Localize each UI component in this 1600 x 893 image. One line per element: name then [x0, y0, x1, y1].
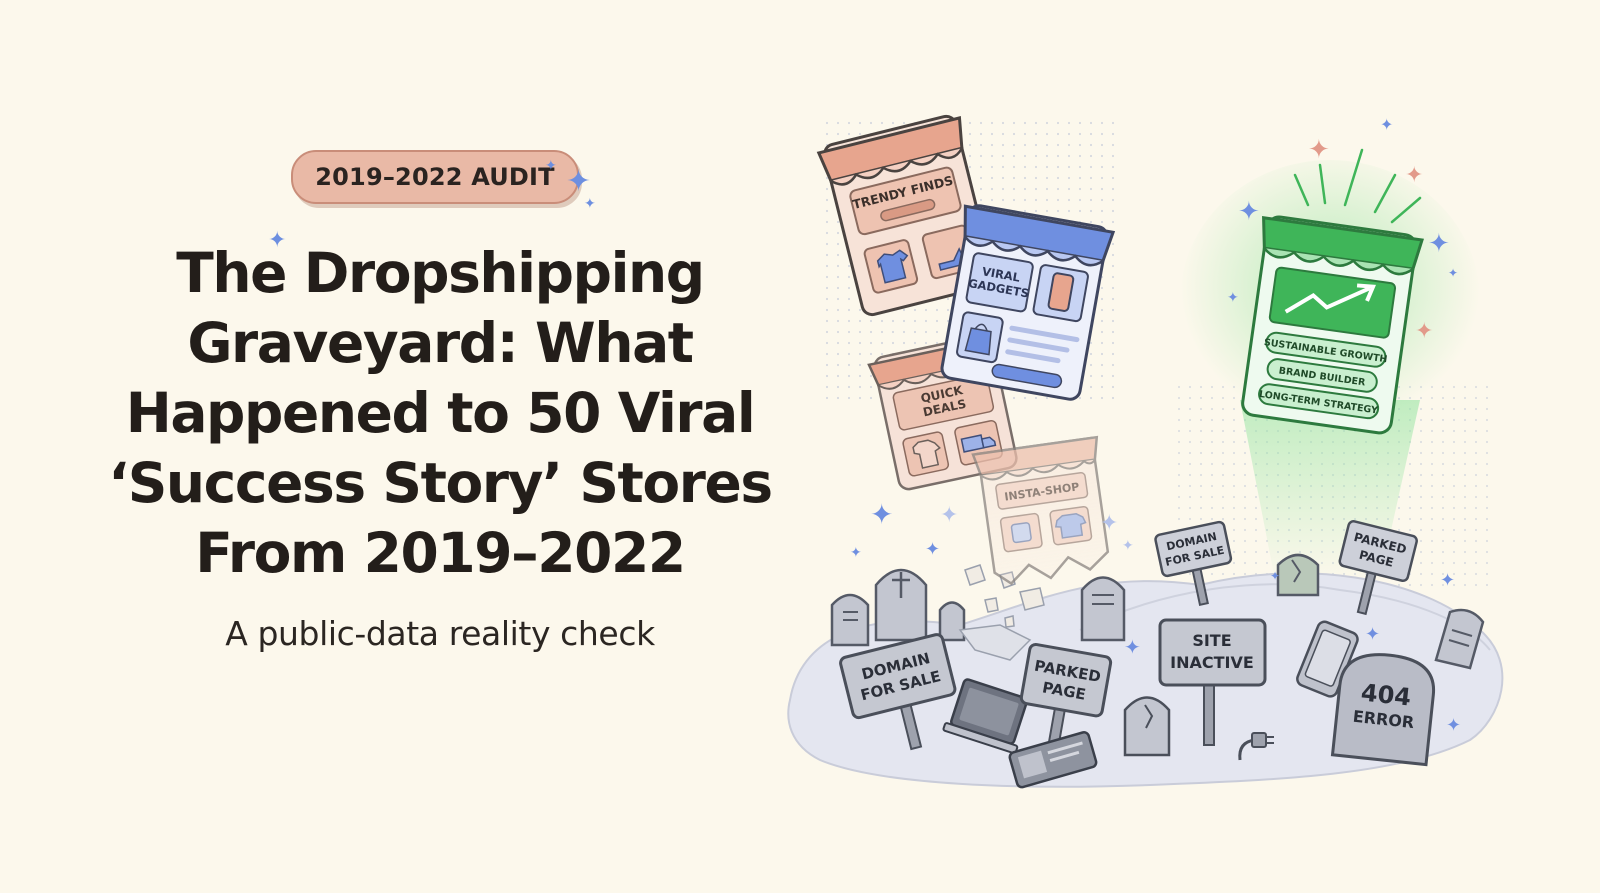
page-title: The Dropshipping Graveyard: What Happene… — [40, 238, 840, 588]
broken-laptop — [942, 678, 1029, 755]
bag-icon — [964, 327, 992, 356]
subtitle: A public-data reality check — [225, 614, 655, 653]
title-line-1: The Dropshipping — [176, 241, 705, 305]
svg-text:✦: ✦ — [1380, 115, 1393, 134]
error-code: 404 — [1360, 679, 1413, 712]
sign-domain-for-sale-top: DOMAIN FOR SALE — [1154, 520, 1233, 606]
title-line-3: Happened to 50 Viral — [125, 381, 756, 445]
sparkle-icon: ✦ ✦ ✦ ✦ ✦ ✦ ✦ ✦ ✦ ✦ ✦ ✦ ✦ ✦ ✦ ✦ ✦ ✦ ✦ — [850, 115, 1461, 736]
svg-text:✦: ✦ — [940, 503, 958, 528]
sparkle-icon: ✦ — [566, 164, 592, 199]
svg-text:✦: ✦ — [1122, 538, 1134, 554]
sign-parked-page-right: PARKED PAGE — [1338, 520, 1418, 616]
svg-text:✦: ✦ — [1227, 290, 1239, 306]
tombstone — [1080, 576, 1126, 642]
svg-text:✦: ✦ — [1270, 569, 1280, 583]
svg-text:✦: ✦ — [870, 498, 893, 531]
store-card-insta-shop: INSTA-SHOP — [971, 435, 1110, 586]
sparkle-icon: ✦ — [545, 158, 557, 174]
svg-text:✦: ✦ — [1448, 266, 1458, 280]
svg-text:✦: ✦ — [850, 545, 862, 561]
title-line-4: ‘Success Story’ Stores — [108, 451, 773, 515]
unplugged-cable-icon — [1238, 732, 1274, 761]
store-label: VIRAL — [981, 264, 1022, 285]
phone-icon — [1047, 272, 1075, 312]
audit-badge: 2019–2022 AUDIT — [291, 150, 579, 204]
tombstone-cracked — [1276, 553, 1320, 597]
svg-text:✦: ✦ — [1446, 715, 1461, 736]
svg-text:✦: ✦ — [1415, 319, 1433, 344]
svg-text:✦: ✦ — [1365, 624, 1380, 645]
svg-text:✦: ✦ — [1100, 511, 1118, 536]
tombstone — [1434, 608, 1485, 670]
title-line-2: Graveyard: What — [187, 311, 694, 375]
store-card-success: SUSTAINABLE GROWTH BRAND BUILDER LONG-TE… — [1241, 215, 1424, 435]
svg-text:✦: ✦ — [1405, 163, 1423, 188]
growth-arrow-icon — [1284, 286, 1371, 314]
sparkle-icon: ✦ — [584, 196, 596, 212]
tombstone-404-error: 404 ERROR — [1330, 653, 1436, 767]
sign-site-inactive: SITE INACTIVE — [1158, 618, 1267, 746]
tombstone-cracked — [1123, 696, 1171, 757]
tombstone — [830, 593, 870, 647]
crumbling-fragments — [958, 564, 1045, 661]
sign-text: INACTIVE — [1170, 653, 1254, 672]
headline-block: 2019–2022 AUDIT The Dropshipping Graveya… — [40, 150, 840, 653]
sign-domain-for-sale-left: DOMAIN FOR SALE — [839, 633, 957, 751]
svg-text:✦: ✦ — [1440, 570, 1455, 591]
svg-text:✦: ✦ — [1124, 635, 1141, 659]
celebration-rays — [1293, 148, 1422, 224]
sign-parked-page-left: PARKED PAGE — [1019, 642, 1113, 751]
svg-text:✦: ✦ — [925, 539, 940, 560]
sparkle-icon: ✦ — [268, 228, 287, 253]
tshirt-icon — [1054, 513, 1087, 539]
bag-icon — [1010, 522, 1032, 544]
tshirt-icon — [876, 249, 909, 284]
fallen-tablet — [1008, 731, 1098, 789]
tshirt-icon — [912, 439, 941, 469]
store-card-viral-gadgets: VIRAL GADGETS — [940, 204, 1116, 401]
title-line-5: From 2019–2022 — [195, 521, 686, 585]
tombstone — [938, 601, 966, 642]
svg-text:✦: ✦ — [1428, 229, 1450, 259]
sign-text: SITE — [1192, 631, 1231, 650]
svg-text:✦: ✦ — [1308, 135, 1330, 165]
tombstone-cross — [874, 568, 928, 642]
svg-text:✦: ✦ — [1238, 197, 1260, 227]
